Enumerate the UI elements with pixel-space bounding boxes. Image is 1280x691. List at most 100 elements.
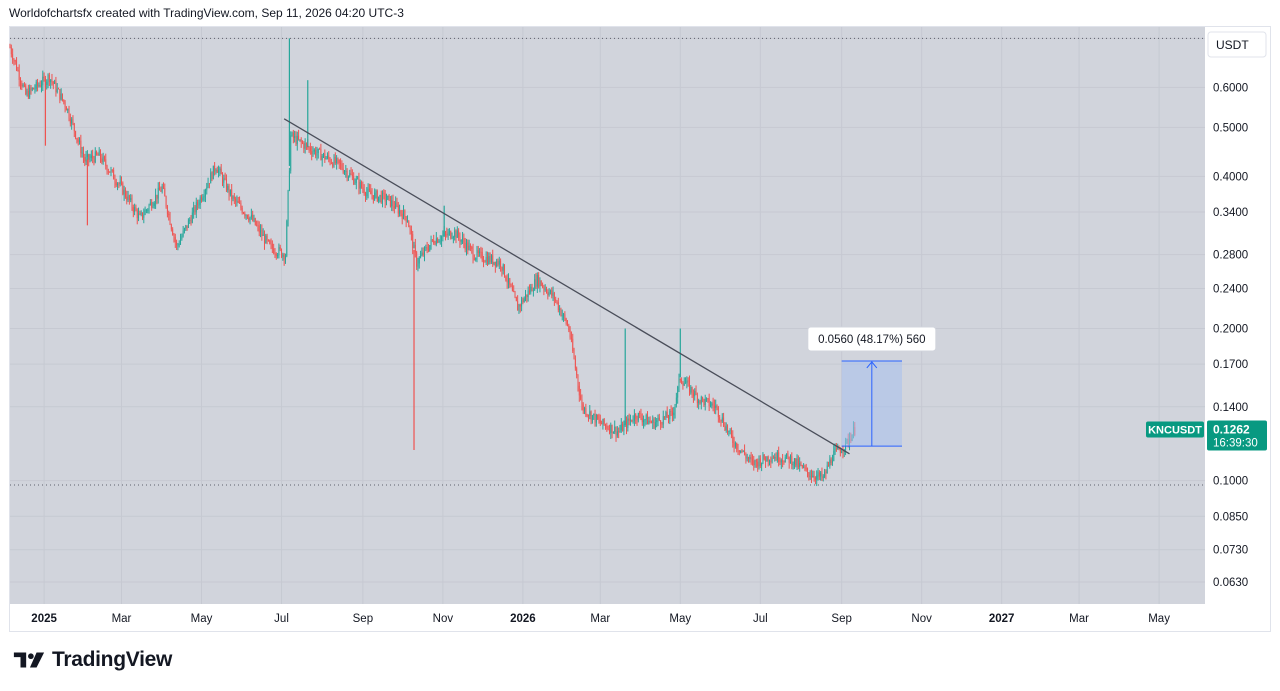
candle-570 (757, 458, 759, 472)
last-price-value: 0.1262 (1213, 423, 1250, 437)
candle-89 (126, 190, 128, 205)
candle-285 (383, 189, 385, 200)
candle-5 (16, 57, 18, 72)
candle-37 (58, 87, 60, 90)
candle-207 (281, 248, 283, 259)
candle-328 (439, 235, 441, 245)
candle-519 (690, 385, 692, 395)
candle-308 (413, 241, 415, 249)
candle-614 (814, 476, 816, 485)
candle-472 (628, 413, 630, 426)
candle-385 (514, 290, 516, 299)
candle-148 (203, 189, 205, 202)
candle-389 (519, 303, 521, 313)
candle-473 (629, 414, 631, 426)
candle-145 (199, 195, 201, 209)
candle-294 (395, 196, 397, 210)
candle-485 (645, 413, 647, 425)
candle-85 (120, 176, 122, 186)
candle-140 (193, 201, 195, 219)
candle-162 (222, 172, 224, 187)
y-tick-label-3: 0.4000 (1213, 171, 1248, 183)
candle-154 (211, 171, 213, 182)
candle-607 (805, 463, 807, 472)
candle-518 (688, 375, 690, 396)
candle-18 (33, 87, 35, 90)
candle-388 (518, 303, 520, 314)
candle-302 (405, 216, 407, 228)
candle-101 (141, 212, 143, 221)
currency-selector[interactable]: USDT (1207, 31, 1267, 58)
candle-479 (637, 412, 639, 423)
price-axis[interactable]: 0.75000.60000.50000.40000.34000.28000.24… (1213, 33, 1248, 589)
trendline[interactable] (283, 118, 850, 455)
candle-358 (479, 248, 481, 257)
candle-41 (63, 99, 65, 105)
candle-557 (740, 450, 742, 454)
candle-65 (94, 147, 96, 164)
candle-264 (355, 175, 357, 190)
candle-153 (210, 168, 212, 184)
candle-176 (240, 200, 242, 211)
candle-105 (147, 208, 149, 214)
candle-464 (618, 427, 620, 439)
candle-492 (654, 417, 656, 431)
candle-135 (186, 225, 188, 231)
candle-102 (143, 208, 145, 224)
candle-604 (801, 464, 803, 469)
x-tick-label-8: May (669, 613, 691, 625)
candle-286 (384, 189, 386, 209)
candle-576 (765, 456, 767, 468)
chart-frame (9, 26, 1271, 632)
candle-323 (433, 234, 435, 245)
candle-339 (454, 227, 456, 241)
candle-497 (661, 421, 663, 428)
candle-524 (696, 392, 698, 408)
candle-456 (607, 425, 609, 431)
candle-40 (61, 93, 63, 102)
y-tick-label-10: 0.1000 (1213, 476, 1248, 488)
candle-292 (392, 194, 394, 212)
candle-198 (269, 239, 271, 245)
candle-231 (312, 146, 314, 157)
candle-261 (351, 169, 353, 181)
candle-417 (556, 300, 558, 305)
candle-534 (709, 401, 711, 408)
candle-58 (85, 150, 87, 166)
candle-603 (800, 461, 802, 467)
candle-53 (79, 137, 81, 145)
candle-509 (677, 385, 679, 404)
candle-401 (535, 272, 537, 289)
tradingview-footer[interactable]: TradingView (12, 648, 172, 672)
candle-12 (25, 83, 27, 96)
candle-466 (620, 418, 622, 433)
candle-465 (619, 424, 621, 433)
candle-239 (323, 152, 325, 158)
candle-219 (296, 131, 298, 151)
candle-526 (699, 399, 701, 405)
time-axis[interactable]: 2025 Mar May Jul Sep Nov 2026 Mar May Jul Sep Nov 20… (31, 613, 1170, 625)
candle-288 (387, 195, 389, 201)
candle-69 (100, 149, 102, 163)
candle-613 (813, 470, 815, 482)
candle-88 (124, 187, 126, 199)
candle-67 (97, 152, 99, 156)
candle-413 (551, 287, 553, 299)
candle-236 (319, 147, 321, 150)
candle-507 (674, 403, 676, 419)
candle-283 (380, 190, 382, 204)
candle-503 (669, 409, 671, 425)
measure-tool[interactable]: 0.0560 (48.17%) 560 (807, 326, 937, 447)
candle-14 (27, 84, 29, 100)
candle-178 (242, 211, 244, 215)
candle-150 (206, 182, 208, 195)
candle-319 (427, 244, 429, 253)
candle-616 (817, 468, 819, 481)
candle-174 (237, 196, 239, 204)
candle-233 (315, 146, 317, 159)
candle-321 (430, 235, 432, 250)
candle-523 (695, 385, 697, 396)
candle-214 (290, 131, 292, 174)
candle-602 (799, 457, 801, 472)
price-chart[interactable]: 0.0560 (48.17%) 560 0.75000.60000.50000.… (0, 0, 1280, 640)
